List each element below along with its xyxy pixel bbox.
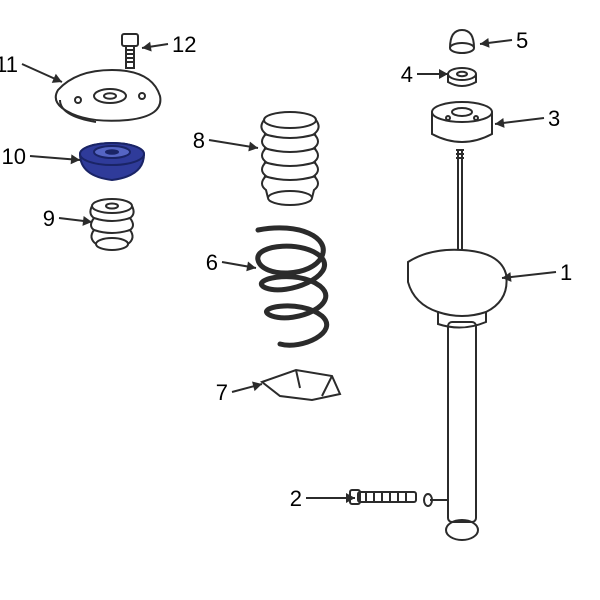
callout-4: 4 [401,62,448,87]
callout-6: 6 [206,250,256,275]
part-mount [56,70,161,122]
callout-number: 3 [548,106,560,131]
callout-1: 1 [502,260,572,285]
part-nut [448,68,476,86]
callout-arrow-head [142,42,152,52]
callouts-layer: 123456789101112 [0,28,572,511]
callout-12: 12 [142,32,196,57]
part-strut [408,150,507,540]
part-boot [261,112,318,205]
callout-10: 10 [2,144,80,169]
part-cup [432,102,492,142]
part-cap [450,30,474,53]
part-bumpstop [90,199,133,250]
callout-arrow-head [71,154,80,164]
callout-number: 9 [43,206,55,231]
callout-number: 12 [172,32,196,57]
callout-number: 6 [206,250,218,275]
part-spring [258,228,327,345]
callout-arrow-head [252,382,262,392]
part-clip [262,370,340,400]
callout-number: 7 [216,380,228,405]
callout-number: 5 [516,28,528,53]
callout-8: 8 [193,128,258,153]
callout-9: 9 [43,206,92,231]
callout-3: 3 [495,106,560,131]
parts-diagram: 123456789101112 [0,0,600,600]
part-bearing [80,143,144,180]
callout-arrow-head [248,142,258,152]
callout-number: 8 [193,128,205,153]
callout-11: 11 [0,52,62,83]
callout-number: 11 [0,52,18,77]
callout-2: 2 [290,486,355,511]
callout-number: 2 [290,486,302,511]
part-bolt-short [122,34,138,68]
callout-7: 7 [216,380,262,405]
callout-number: 1 [560,260,572,285]
callout-arrow-head [439,69,448,79]
part-bolt-long [350,490,416,504]
callout-number: 4 [401,62,413,87]
callout-5: 5 [480,28,528,53]
callout-number: 10 [2,144,26,169]
callout-arrow-head [246,262,256,272]
